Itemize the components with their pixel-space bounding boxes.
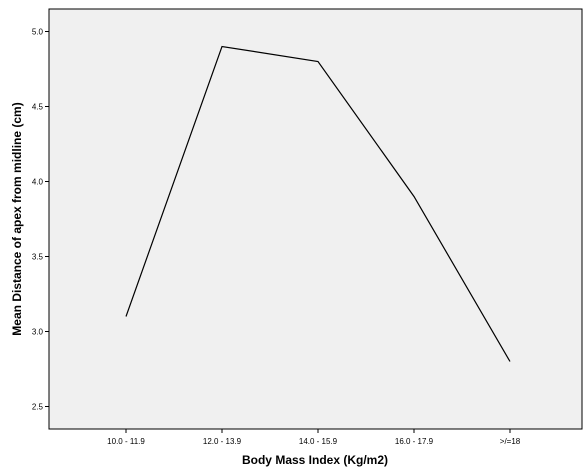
plot-area — [48, 8, 583, 430]
x-axis-ticks: 10.0 - 11.9 12.0 - 13.9 14.0 - 15.9 16.0 - … — [107, 429, 521, 446]
y-tick-label: 5.0 — [32, 28, 44, 37]
series-line — [125, 45, 511, 362]
series-lines — [125, 45, 511, 362]
x-tick-label: >/=18 — [500, 437, 521, 446]
y-tick-label: 4.0 — [32, 178, 44, 187]
x-tick-label: 10.0 - 11.9 — [107, 437, 145, 446]
x-tick-label: 12.0 - 13.9 — [203, 437, 242, 446]
x-axis-title: Body Mass Index (Kg/m2) — [242, 453, 388, 467]
x-tick-label: 16.0 - 17.9 — [395, 437, 434, 446]
x-tick-label: 14.0 - 15.9 — [299, 437, 338, 446]
y-tick-label: 4.5 — [32, 103, 44, 112]
y-axis-ticks: 2.5 3.0 3.5 4.0 4.5 5.0 — [32, 28, 49, 412]
y-tick-label: 3.0 — [32, 328, 44, 337]
y-tick-label: 3.5 — [32, 253, 44, 262]
y-axis-title: Mean Distance of apex from midline (cm) — [10, 102, 24, 335]
y-tick-label: 2.5 — [32, 403, 44, 412]
